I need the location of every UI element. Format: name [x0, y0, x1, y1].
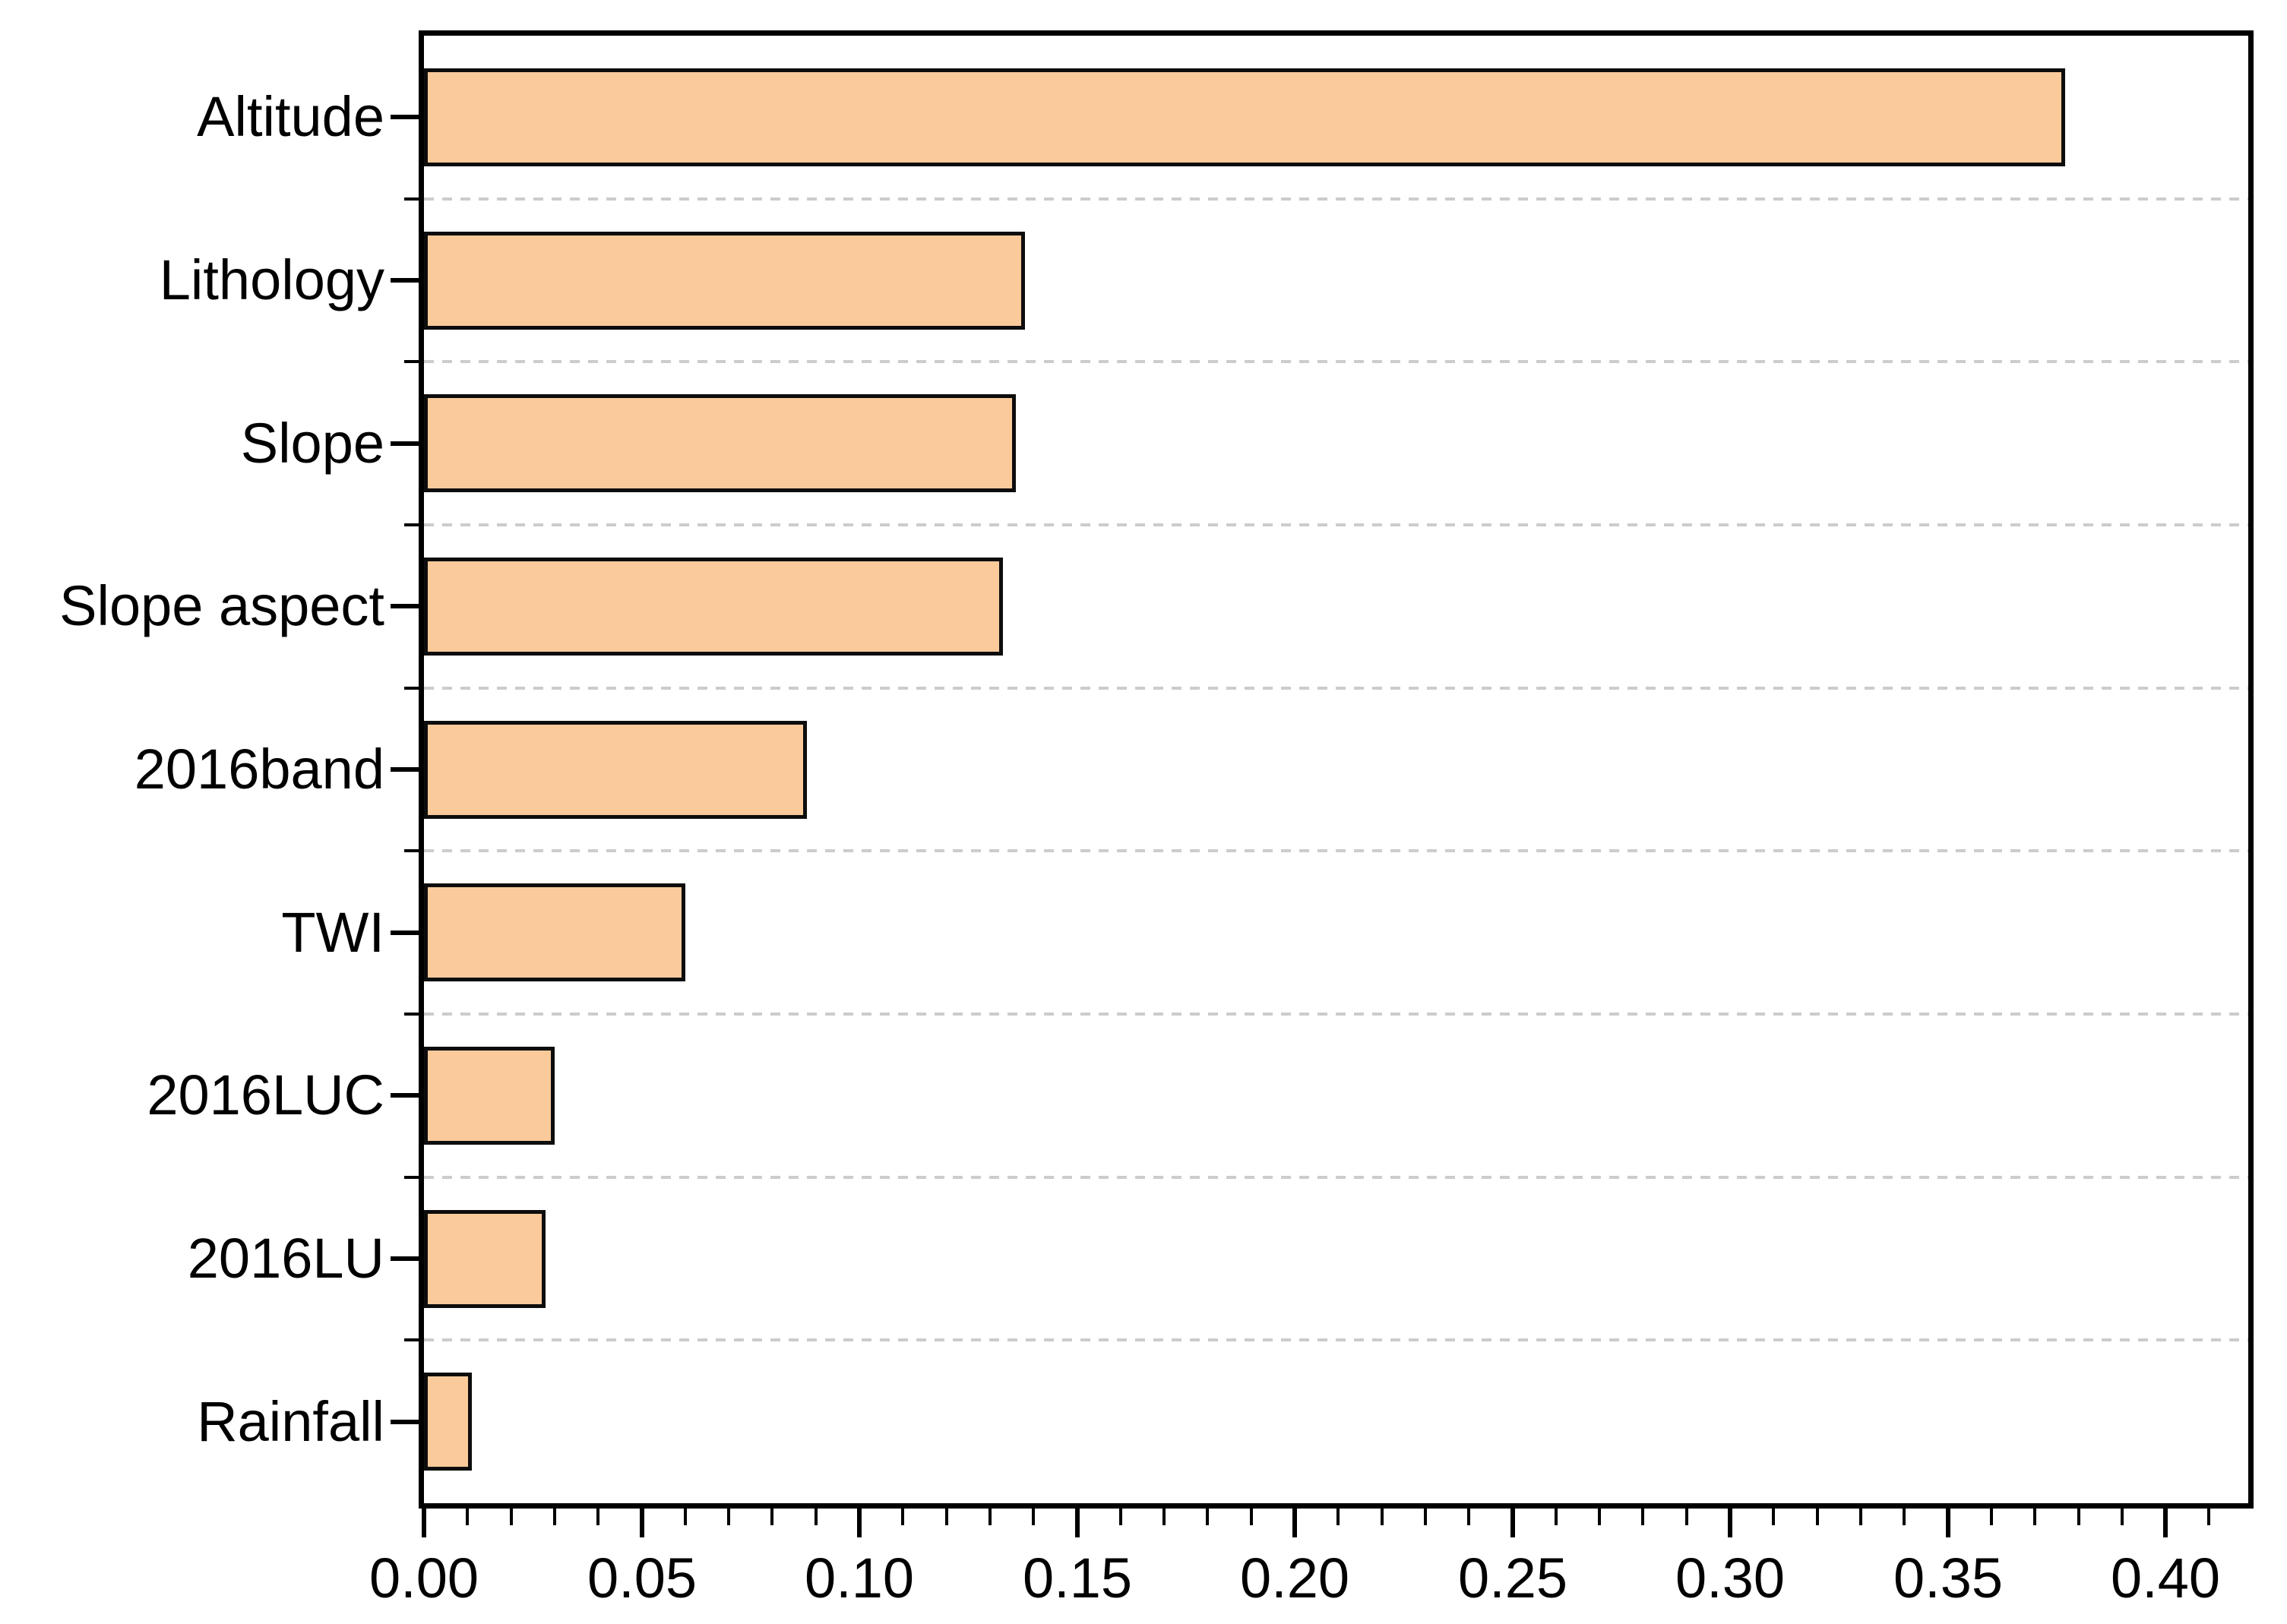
- x-minor-tick: [1467, 1509, 1470, 1525]
- y-category-label: Lithology: [159, 248, 384, 311]
- x-minor-tick: [1336, 1509, 1340, 1525]
- x-minor-tick: [989, 1509, 992, 1525]
- y-minor-tick: [404, 687, 419, 690]
- x-tick-label: 0.25: [1457, 1547, 1568, 1610]
- x-tick-label: 0.20: [1239, 1547, 1350, 1610]
- category-separator-gridline: [424, 1338, 2248, 1342]
- y-minor-tick: [404, 1338, 419, 1341]
- x-minor-tick: [684, 1509, 687, 1525]
- y-category-label: Slope aspect: [59, 574, 384, 637]
- x-minor-tick: [727, 1509, 730, 1525]
- x-major-tick: [1728, 1509, 1732, 1537]
- x-minor-tick: [466, 1509, 469, 1525]
- x-minor-tick: [901, 1509, 904, 1525]
- bar-2016luc: [424, 1047, 555, 1145]
- x-minor-tick: [510, 1509, 513, 1525]
- y-category-label: TWI: [281, 901, 384, 964]
- x-minor-tick: [1903, 1509, 1906, 1525]
- y-minor-tick: [404, 849, 419, 852]
- bar-slope: [424, 394, 1016, 492]
- category-separator-gridline: [424, 1175, 2248, 1179]
- category-separator-gridline: [424, 523, 2248, 526]
- x-minor-tick: [1032, 1509, 1035, 1525]
- x-major-tick: [1510, 1509, 1515, 1537]
- x-minor-tick: [1990, 1509, 1993, 1525]
- x-major-tick: [1292, 1509, 1297, 1537]
- x-major-tick: [640, 1509, 644, 1537]
- bar-lithology: [424, 232, 1025, 330]
- y-minor-tick: [404, 197, 419, 201]
- y-minor-tick: [404, 1176, 419, 1179]
- category-separator-gridline: [424, 849, 2248, 853]
- y-category-label: Slope: [240, 412, 384, 475]
- bar-2016lu: [424, 1210, 546, 1308]
- x-tick-label: 0.30: [1675, 1547, 1786, 1610]
- x-minor-tick: [2033, 1509, 2036, 1525]
- x-minor-tick: [553, 1509, 556, 1525]
- y-minor-tick: [404, 360, 419, 363]
- x-major-tick: [1075, 1509, 1080, 1537]
- x-tick-label: 0.05: [587, 1547, 697, 1610]
- x-minor-tick: [1598, 1509, 1601, 1525]
- x-minor-tick: [1859, 1509, 1862, 1525]
- x-minor-tick: [2207, 1509, 2210, 1525]
- x-minor-tick: [1772, 1509, 1775, 1525]
- y-category-label: 2016LU: [187, 1227, 384, 1290]
- x-major-tick: [2163, 1509, 2168, 1537]
- y-minor-tick: [404, 1013, 419, 1016]
- category-separator-gridline: [424, 1013, 2248, 1016]
- x-major-tick: [1946, 1509, 1950, 1537]
- x-minor-tick: [1162, 1509, 1166, 1525]
- y-category-label: 2016band: [134, 738, 384, 801]
- bar-altitude: [424, 68, 2065, 166]
- x-minor-tick: [2077, 1509, 2080, 1525]
- y-major-tick: [391, 441, 419, 446]
- bar-2016band: [424, 721, 807, 819]
- x-minor-tick: [1119, 1509, 1122, 1525]
- y-category-label: Altitude: [197, 85, 384, 148]
- category-separator-gridline: [424, 686, 2248, 690]
- x-tick-label: 0.15: [1022, 1547, 1133, 1610]
- category-separator-gridline: [424, 360, 2248, 364]
- y-category-label: Rainfall: [197, 1390, 384, 1453]
- x-major-tick: [857, 1509, 862, 1537]
- y-category-label: 2016LUC: [147, 1063, 384, 1126]
- category-separator-gridline: [424, 197, 2248, 201]
- x-minor-tick: [770, 1509, 773, 1525]
- x-tick-label: 0.40: [2110, 1547, 2221, 1610]
- y-major-tick: [391, 1420, 419, 1424]
- x-minor-tick: [815, 1509, 818, 1525]
- y-major-tick: [391, 115, 419, 119]
- bar-rainfall: [424, 1373, 472, 1471]
- y-minor-tick: [404, 523, 419, 526]
- y-major-tick: [391, 930, 419, 935]
- x-minor-tick: [1206, 1509, 1209, 1525]
- x-minor-tick: [1816, 1509, 1819, 1525]
- x-minor-tick: [2121, 1509, 2124, 1525]
- x-tick-label: 0.35: [1893, 1547, 2004, 1610]
- bar-twi: [424, 883, 685, 981]
- x-minor-tick: [1685, 1509, 1688, 1525]
- x-minor-tick: [1641, 1509, 1644, 1525]
- x-minor-tick: [1381, 1509, 1384, 1525]
- x-minor-tick: [945, 1509, 948, 1525]
- y-major-tick: [391, 604, 419, 608]
- x-minor-tick: [1424, 1509, 1427, 1525]
- y-major-tick: [391, 278, 419, 283]
- y-major-tick: [391, 1093, 419, 1098]
- y-major-tick: [391, 1256, 419, 1261]
- x-tick-label: 0.00: [369, 1547, 479, 1610]
- x-major-tick: [422, 1509, 426, 1537]
- x-minor-tick: [596, 1509, 599, 1525]
- x-minor-tick: [1555, 1509, 1558, 1525]
- bar-slope-aspect: [424, 558, 1003, 656]
- x-tick-label: 0.10: [804, 1547, 915, 1610]
- y-major-tick: [391, 767, 419, 772]
- x-minor-tick: [1250, 1509, 1253, 1525]
